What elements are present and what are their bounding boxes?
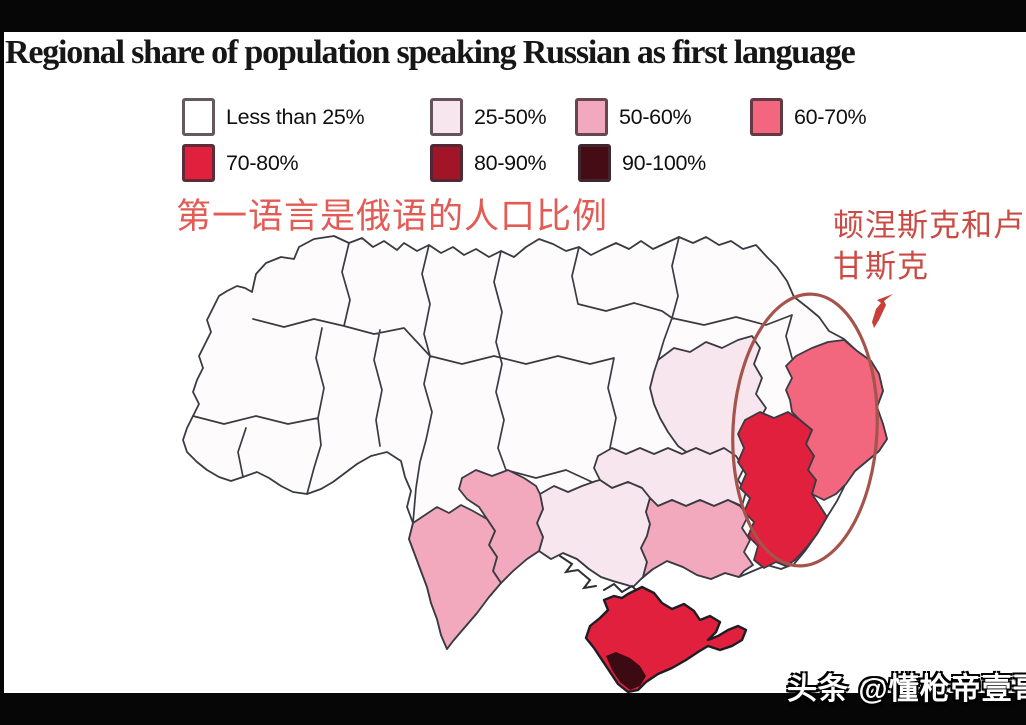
region-donetsk <box>737 411 828 569</box>
legend-label: 60-70% <box>794 104 867 129</box>
legend-item-25-50: 25-50% <box>430 97 547 137</box>
callout-arrow-icon <box>872 294 893 328</box>
page-title: Regional share of population speaking Ru… <box>5 34 856 71</box>
region-kherson <box>536 479 651 588</box>
legend-label: 25-50% <box>474 104 547 129</box>
legend-swatch <box>750 98 783 136</box>
legend-item-90-100: 90-100% <box>578 143 706 183</box>
bottom-black-bar <box>0 693 1026 725</box>
legend-item-70-80: 70-80% <box>182 143 299 183</box>
legend-swatch <box>575 98 608 136</box>
sivash-lagoon-squiggle <box>603 582 641 595</box>
chinese-callout-donetsk-luhansk: 顿涅斯克和卢甘斯克 <box>833 208 1025 284</box>
top-black-bar <box>0 0 1026 32</box>
legend-label: Less than 25% <box>226 104 365 129</box>
legend-item-50-60: 50-60% <box>575 97 692 137</box>
legend-item-80-90: 80-90% <box>430 143 547 183</box>
region-sevastopol-dark-tip <box>606 652 646 690</box>
legend-swatch <box>430 98 463 136</box>
chinese-subtitle: 第一语言是俄语的人口比例 <box>176 197 609 236</box>
region-mykolaiv <box>458 469 544 584</box>
legend-swatch <box>578 144 611 182</box>
legend-label: 70-80% <box>226 150 299 175</box>
legend-item-60-70: 60-70% <box>750 97 867 137</box>
donbas-annotation-ellipse <box>731 292 879 568</box>
legend-swatch <box>182 144 215 182</box>
dnieper-estuary-squiggle <box>559 555 597 590</box>
region-zaporizhzhia <box>640 497 754 580</box>
watermark-toutiao: 头条 @懂枪帝壹哥 <box>787 673 1026 706</box>
legend-label: 50-60% <box>619 104 692 129</box>
legend-label: 80-90% <box>474 150 547 175</box>
legend-item-less-25: Less than 25% <box>182 97 365 137</box>
legend-label: 90-100% <box>622 150 706 175</box>
region-crimea <box>584 585 748 694</box>
region-odesa <box>408 504 502 650</box>
legend-swatch <box>430 144 463 182</box>
oblast-borders <box>192 236 793 524</box>
left-black-edge <box>0 0 4 725</box>
legend-swatch <box>182 98 215 136</box>
